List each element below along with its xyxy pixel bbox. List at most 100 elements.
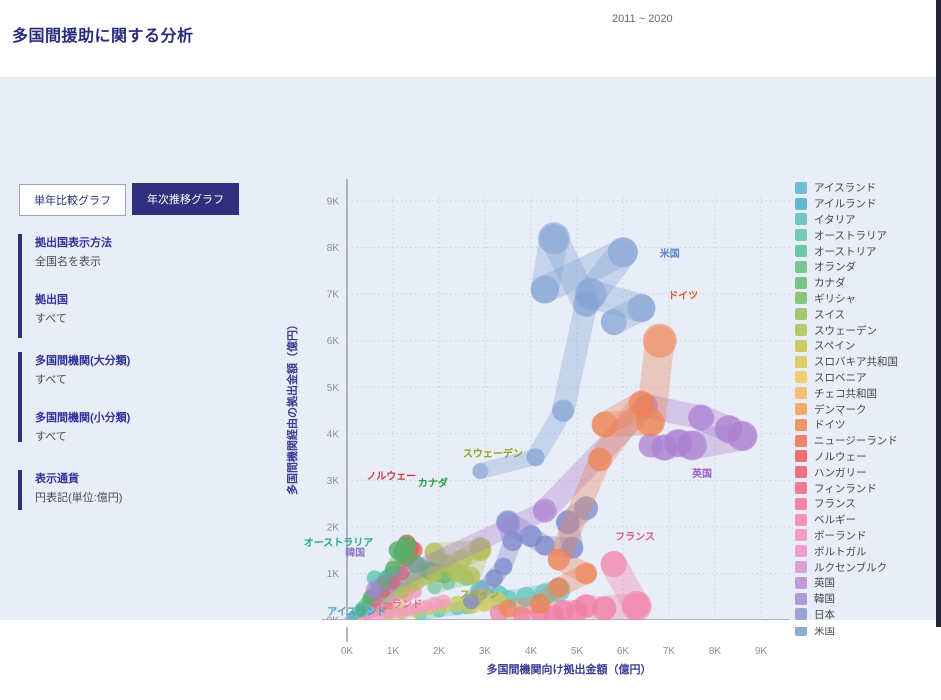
- legend-item-label: ベルギー: [814, 514, 856, 527]
- legend-item[interactable]: イタリア: [795, 212, 933, 228]
- data-bubble: [374, 610, 385, 621]
- data-bubble: [530, 593, 551, 614]
- data-bubble: [591, 411, 618, 438]
- main-content: 単年比較グラフ 年次推移グラフ 拠出国表示方法 全国名を表示 拠出国 すべて 多…: [0, 77, 941, 676]
- legend-item[interactable]: ポーランド: [795, 528, 933, 544]
- legend-item[interactable]: 英国: [795, 575, 933, 591]
- y-tick-label: 2K: [327, 522, 340, 533]
- data-bubble: [400, 604, 413, 617]
- country-annotation: ノルウェー: [366, 470, 416, 482]
- legend-color-swatch: [795, 576, 807, 589]
- legend-item-label: スウェーデン: [814, 324, 877, 337]
- data-bubble: [408, 574, 424, 591]
- data-bubble: [449, 595, 466, 612]
- legend-item[interactable]: ドイツ: [795, 417, 933, 433]
- x-tick-label: 8K: [709, 646, 722, 657]
- legend-item[interactable]: スイス: [795, 306, 933, 322]
- tab-single-year-compare[interactable]: 単年比較グラフ: [19, 184, 126, 216]
- legend-item[interactable]: スロベニア: [795, 370, 933, 386]
- legend-item[interactable]: ルクセンブルク: [795, 559, 933, 575]
- legend-item-label: 韓国: [814, 593, 835, 606]
- legend-color-swatch: [795, 592, 807, 605]
- legend-color-swatch: [795, 339, 807, 352]
- legend-item[interactable]: スウェーデン: [795, 322, 933, 338]
- data-bubble: [727, 421, 758, 452]
- legend-item[interactable]: スペイン: [795, 338, 933, 354]
- trajectory-chart: 0K1K2K3K4K5K6K7K8K9K0K1K2K3K4K5K6K7K8K9K…: [285, 167, 791, 695]
- filter-group-country: 拠出国表示方法 全国名を表示 拠出国 すべて: [18, 234, 112, 338]
- data-bubble: [426, 565, 443, 582]
- data-bubble: [463, 593, 480, 610]
- data-bubble: [427, 580, 442, 595]
- tab-yearly-trend[interactable]: 年次推移グラフ: [132, 183, 239, 215]
- data-bubble: [502, 530, 523, 551]
- legend-item-label: ポーランド: [814, 529, 867, 542]
- legend-item-label: カナダ: [814, 277, 846, 290]
- data-bubble: [600, 551, 627, 578]
- legend-item-label: アイルランド: [814, 198, 877, 211]
- x-tick-label: 9K: [755, 646, 768, 657]
- legend-item-label: 英国: [814, 577, 835, 590]
- data-bubble: [642, 323, 677, 358]
- data-bubble: [574, 594, 599, 619]
- legend-item-label: スロバキア共和国: [814, 356, 898, 369]
- legend-item[interactable]: ハンガリー: [795, 464, 933, 480]
- data-bubble: [555, 510, 580, 535]
- country-annotation: スウェーデン: [463, 447, 523, 460]
- data-bubble: [496, 510, 520, 535]
- data-bubble: [499, 599, 517, 618]
- legend-item[interactable]: アイスランド: [795, 180, 933, 196]
- legend-item[interactable]: ポルトガル: [795, 543, 933, 559]
- data-bubble: [588, 447, 612, 472]
- legend-item[interactable]: アイルランド: [795, 196, 933, 212]
- filter-org-minor-category[interactable]: 多国間機関(小分類) すべて: [35, 412, 131, 443]
- legend-color-swatch: [795, 545, 807, 558]
- legend-item[interactable]: ベルギー: [795, 512, 933, 528]
- legend-item[interactable]: ギリシャ: [795, 291, 933, 307]
- data-bubble: [469, 536, 492, 559]
- country-annotation: スペイン: [460, 589, 499, 601]
- legend-color-swatch: [795, 434, 807, 447]
- legend-item[interactable]: ニュージーランド: [795, 433, 933, 449]
- data-bubble: [354, 604, 367, 617]
- legend-item[interactable]: スロバキア共和国: [795, 354, 933, 370]
- chart-legend: アイスランドアイルランド イタリア オーストラリア オーストリアオランダカナダ ギリシャ…: [795, 180, 933, 638]
- legend-item-label: ノルウェー: [814, 450, 867, 463]
- data-bubble: [627, 294, 656, 323]
- legend-item[interactable]: フランス: [795, 496, 933, 512]
- legend-item-label: 日本: [814, 608, 835, 621]
- legend-item[interactable]: カナダ: [795, 275, 933, 291]
- legend-item[interactable]: フィンランド: [795, 480, 933, 496]
- filter-donor-country[interactable]: 拠出国 すべて: [35, 294, 68, 325]
- filter-org-major-category[interactable]: 多国間機関(大分類) すべて: [35, 355, 131, 386]
- legend-item-label: ハンガリー: [814, 466, 867, 479]
- data-bubble: [526, 448, 545, 467]
- data-bubble: [621, 591, 652, 622]
- data-bubble: [452, 549, 472, 570]
- legend-item[interactable]: 日本: [795, 607, 933, 623]
- legend-item-label: フランス: [814, 498, 856, 511]
- y-tick-label: 8K: [327, 243, 340, 254]
- legend-item[interactable]: デンマーク: [795, 401, 933, 417]
- x-tick-label: 4K: [525, 646, 538, 657]
- legend-item[interactable]: 韓国: [795, 591, 933, 607]
- legend-color-swatch: [795, 260, 807, 273]
- y-tick-label: 9K: [327, 197, 340, 208]
- legend-color-swatch: [795, 324, 807, 337]
- filter-group-currency: 表示通貨 円表記(単位:億円): [18, 470, 122, 510]
- legend-item[interactable]: オーストラリア: [795, 227, 933, 243]
- filter-country-display-method[interactable]: 拠出国表示方法 全国名を表示: [35, 237, 112, 268]
- trajectory-segment: [551, 292, 598, 422]
- legend-item[interactable]: ノルウェー: [795, 449, 933, 465]
- legend-item-label: オランダ: [814, 261, 856, 274]
- y-tick-label: 3K: [327, 476, 340, 487]
- legend-item[interactable]: オーストリア: [795, 243, 933, 259]
- data-bubble: [636, 408, 665, 437]
- legend-color-swatch: [795, 466, 807, 479]
- x-tick-label: 1K: [387, 646, 400, 657]
- scrollbar[interactable]: [936, 0, 941, 627]
- legend-item[interactable]: チェコ共和国: [795, 385, 933, 401]
- legend-item-label: チェコ共和国: [814, 387, 877, 400]
- filter-display-currency[interactable]: 表示通貨 円表記(単位:億円): [35, 473, 123, 504]
- legend-item[interactable]: オランダ: [795, 259, 933, 275]
